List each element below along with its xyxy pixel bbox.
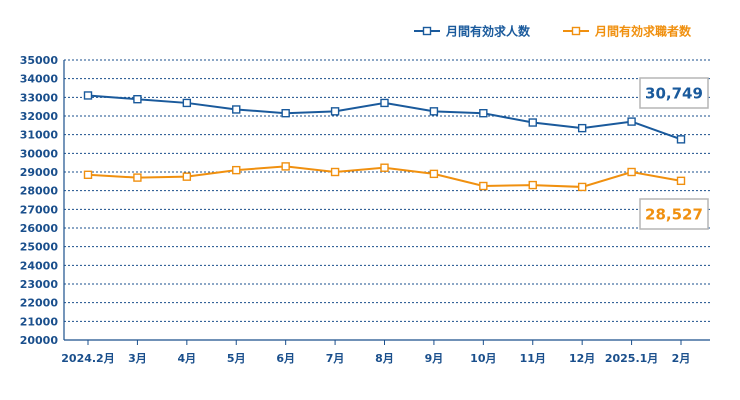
y-tick-label: 20000 [20,334,59,347]
data-point [627,117,636,126]
y-tick-label: 29000 [20,166,59,179]
data-point [577,182,587,192]
data-point [133,173,142,182]
data-point [232,165,241,175]
y-tick-label: 25000 [20,241,59,254]
y-tick-label: 28000 [20,185,59,198]
x-tick-label: 9月 [425,352,444,365]
latest-value-callout: 30,749 [639,77,709,109]
series-layer [83,91,686,192]
x-tick-label: 4月 [178,352,197,365]
data-point [627,167,636,177]
data-point [528,118,537,127]
y-tick-label: 35000 [20,54,59,67]
x-tick-label: 12月 [569,352,595,365]
y-tick-label: 21000 [20,315,59,328]
callout-box [639,198,709,230]
y-tick-label: 34000 [20,73,59,86]
series-1 [83,91,686,144]
y-tick-label: 26000 [20,222,59,235]
y-tick-label: 31000 [20,129,59,142]
data-point [676,135,686,144]
callout-value: 30,749 [645,85,703,103]
callout-box [639,77,709,109]
y-tick-label: 30000 [20,147,59,160]
latest-value-callout: 28,527 [639,198,709,230]
y-tick-label: 24000 [20,259,59,272]
data-point [330,107,340,116]
x-tick-label: 5月 [227,352,246,365]
x-tick-label: 6月 [276,352,295,365]
data-point [182,98,192,108]
x-tick-label: 10月 [470,352,496,365]
data-point [281,162,290,171]
y-tick-label: 32000 [20,110,59,123]
y-tick-label: 27000 [20,203,59,216]
legend-marker [571,26,581,36]
data-point [232,105,241,114]
x-tick-label: 8月 [375,352,394,365]
legend-marker [422,26,432,36]
y-tick-label: 22000 [20,297,59,310]
legend-label: 月間有効求職者数 [594,24,692,39]
data-point [676,176,686,186]
y-tick-label: 33000 [20,91,59,104]
x-tick-label: 2025.1月 [605,352,658,365]
data-point [380,163,389,172]
data-point [528,180,537,190]
data-point [133,94,142,104]
data-point [83,170,93,180]
callout-value: 28,527 [645,206,703,224]
x-tick-label: 2024.2月 [61,352,114,365]
y-tick-label: 23000 [20,278,59,291]
axis-layer: 20000 21000 22000 23000 24000 25000 26000 27000… [20,54,710,365]
x-tick-label: 11月 [520,352,546,365]
legend: 月間有効求人数 月間有効求職者数 [414,24,692,39]
x-tick-label: 2月 [672,352,691,365]
data-point [380,98,389,108]
legend-label: 月間有効求人数 [445,24,531,39]
data-point [429,169,439,179]
data-point [182,172,192,181]
data-point [479,181,488,191]
data-point [479,108,488,118]
data-point [281,108,290,118]
data-point [83,91,93,100]
data-point [330,167,340,177]
x-tick-label: 7月 [326,352,345,365]
data-point [429,107,439,116]
series-2 [83,162,686,192]
data-point [577,123,587,133]
callout-layer: 30,749 28,527 [639,77,709,230]
x-tick-label: 3月 [128,352,147,365]
